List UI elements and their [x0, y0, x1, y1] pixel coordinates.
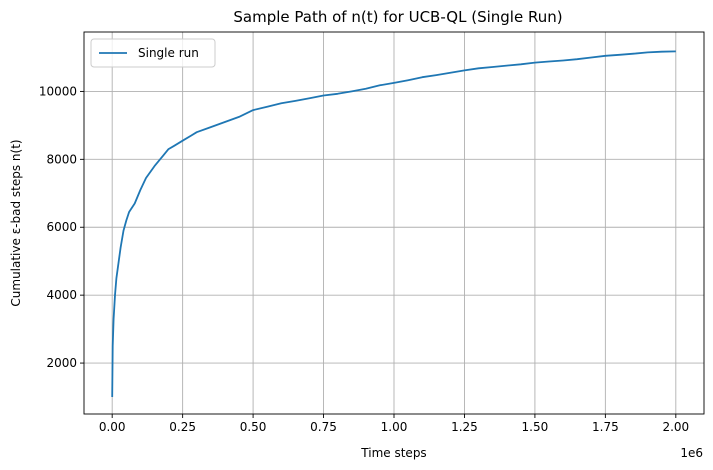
x-axis-label: Time steps: [360, 446, 426, 460]
plot-frame: [83, 31, 705, 415]
x-tick-label: 1.25: [451, 420, 478, 434]
x-tick-label: 0.75: [310, 420, 337, 434]
chart-title: Sample Path of n(t) for UCB-QL (Single R…: [233, 8, 562, 26]
y-tick-label: 4000: [46, 288, 77, 302]
y-axis-label: Cumulative ε-bad steps n(t): [9, 139, 23, 306]
y-tick-label: 2000: [46, 356, 77, 370]
x-tick-label: 1.75: [592, 420, 619, 434]
y-axis-ticks: 2000 4000 6000 8000 10000: [39, 84, 84, 370]
x-tick-label: 1.50: [522, 420, 549, 434]
legend: Single run: [90, 38, 216, 68]
x-tick-label: 2.00: [662, 420, 689, 434]
x-tick-label: 0.00: [99, 420, 126, 434]
x-tick-label: 0.25: [169, 420, 196, 434]
y-tick-label: 8000: [46, 152, 77, 166]
series-layer: [111, 50, 676, 398]
series-line-single-run: [111, 50, 676, 398]
legend-label-single-run: Single run: [138, 46, 199, 60]
y-tick-label: 10000: [39, 84, 77, 98]
grid: [84, 32, 704, 414]
legend-box: [90, 38, 216, 68]
x-axis-ticks: 0.00 0.25 0.50 0.75 1.00 1.25 1.50 1.75 2.00: [99, 414, 689, 434]
x-axis-offset-label: 1e6: [680, 446, 703, 460]
x-tick-label: 1.00: [381, 420, 408, 434]
y-tick-label: 6000: [46, 220, 77, 234]
x-tick-label: 0.50: [240, 420, 267, 434]
